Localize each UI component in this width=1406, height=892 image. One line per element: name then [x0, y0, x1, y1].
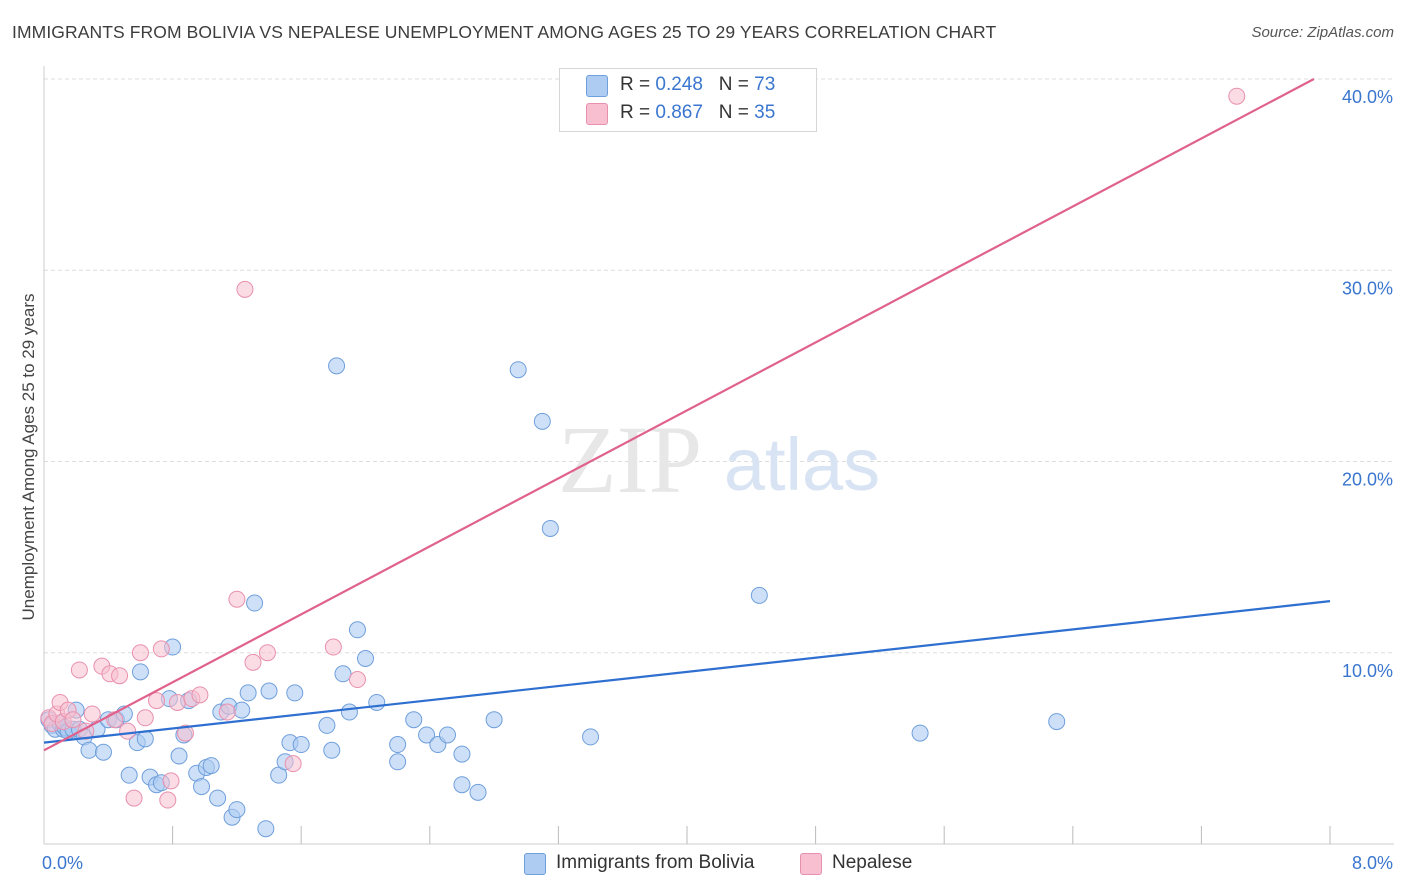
bolivia-point	[170, 747, 188, 765]
bolivia-point	[541, 519, 559, 537]
legend-swatch-bolivia	[586, 75, 608, 97]
chart-title: IMMIGRANTS FROM BOLIVIA VS NEPALESE UNEM…	[12, 22, 997, 42]
nepalese-point	[191, 686, 209, 704]
bottom-swatch-bolivia	[524, 853, 546, 875]
y-tick-label: 10.0%	[1342, 661, 1393, 681]
nepalese-point	[258, 644, 276, 662]
legend-r-value: 0.867	[655, 102, 703, 123]
bolivia-point	[323, 741, 341, 759]
bolivia-point	[318, 716, 336, 734]
nepalese-point	[64, 711, 82, 729]
bottom-swatch-nepalese	[800, 853, 822, 875]
source-label: Source: ZipAtlas.com	[1251, 24, 1394, 41]
nepalese-point	[162, 772, 180, 790]
y-tick-label: 30.0%	[1342, 278, 1393, 298]
bolivia-point	[202, 757, 220, 775]
bolivia-point	[582, 728, 600, 746]
legend-r-value: 0.248	[655, 74, 703, 95]
bolivia-point	[94, 743, 112, 761]
x-tick-label: 8.0%	[1352, 853, 1393, 873]
legend-n-label: N =	[718, 102, 755, 123]
legend-n-label: N =	[718, 74, 755, 95]
nepalese-point	[1228, 87, 1246, 105]
nepalese-point	[83, 705, 101, 723]
bolivia-point	[911, 724, 929, 742]
nepalese-trend-line	[43, 78, 1315, 752]
nepalese-point	[236, 280, 254, 298]
bolivia-point	[257, 820, 275, 838]
bolivia-point	[453, 776, 471, 794]
legend-swatch-nepalese	[586, 103, 608, 125]
legend-r-label: R =	[620, 74, 656, 95]
nepalese-point	[136, 709, 154, 727]
bolivia-point	[533, 412, 551, 430]
bolivia-point	[334, 665, 352, 683]
y-tick-label: 40.0%	[1342, 87, 1393, 107]
bolivia-point	[368, 693, 386, 711]
nepalese-point	[119, 722, 137, 740]
bolivia-point	[209, 789, 227, 807]
nepalese-point	[159, 791, 177, 809]
bolivia-point	[750, 586, 768, 604]
bolivia-point	[120, 766, 138, 784]
bottom-legend-label-bolivia: Immigrants from Bolivia	[556, 852, 755, 873]
nepalese-point	[348, 671, 366, 689]
bolivia-point	[405, 711, 423, 729]
nepalese-point	[148, 692, 166, 710]
bolivia-point	[348, 621, 366, 639]
bolivia-point	[131, 663, 149, 681]
bolivia-point	[389, 736, 407, 754]
bolivia-point	[286, 684, 304, 702]
bolivia-point	[228, 801, 246, 819]
nepalese-point	[70, 661, 88, 679]
bolivia-point	[357, 649, 374, 667]
nepalese-point	[228, 590, 246, 608]
bolivia-point	[485, 711, 503, 729]
nepalese-point	[284, 755, 302, 773]
bolivia-point	[438, 726, 456, 744]
bolivia-point	[1048, 713, 1066, 731]
bolivia-trend-line	[43, 600, 1331, 744]
bottom-legend-label-nepalese: Nepalese	[832, 852, 913, 873]
bolivia-point	[233, 701, 251, 719]
correlation-legend: R = 0.248 N = 73 R = 0.867 N = 35	[559, 68, 817, 132]
nepalese-point	[218, 703, 236, 721]
legend-text-bolivia: R = 0.248 N = 73	[620, 74, 775, 96]
watermark-zip: ZIP	[558, 406, 702, 513]
bolivia-point	[260, 682, 278, 700]
bolivia-point	[246, 594, 264, 612]
x-tick-label: 0.0%	[42, 853, 83, 873]
bolivia-point	[80, 741, 98, 759]
y-axis-label: Unemployment Among Ages 25 to 29 years	[19, 294, 38, 621]
bolivia-point	[239, 684, 257, 702]
bolivia-point	[453, 745, 471, 763]
bolivia-point	[418, 726, 436, 744]
bolivia-point	[328, 357, 346, 375]
bolivia-point	[469, 783, 487, 801]
bolivia-point	[193, 778, 211, 796]
bolivia-point	[292, 736, 310, 754]
nepalese-point	[168, 693, 186, 711]
legend-text-nepalese: R = 0.867 N = 35	[620, 102, 775, 124]
nepalese-point	[324, 638, 342, 656]
legend-n-value: 35	[754, 102, 776, 123]
nepalese-point	[152, 640, 170, 658]
legend-r-label: R =	[620, 102, 656, 123]
bolivia-point	[340, 703, 358, 721]
bolivia-point	[509, 361, 527, 379]
nepalese-point	[125, 789, 143, 807]
watermark-atlas: atlas	[724, 423, 880, 506]
nepalese-point	[176, 724, 194, 742]
y-tick-label: 20.0%	[1342, 470, 1393, 490]
legend-n-value: 73	[754, 74, 776, 95]
nepalese-point	[131, 644, 149, 662]
nepalese-point	[244, 653, 262, 671]
bolivia-point	[389, 753, 407, 771]
nepalese-point	[111, 667, 129, 685]
